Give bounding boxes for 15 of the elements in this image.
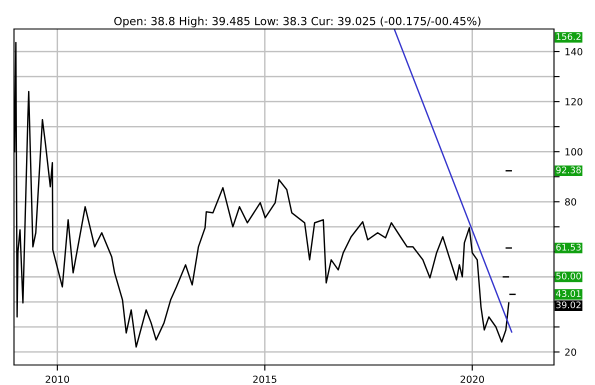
- text: 50.00: [556, 272, 581, 280]
- chart-subtitle: Open: 38.8 High: 39.485 Low: 38.3 Cur: 39.025 (-00.175/-00.45%): [114, 16, 480, 28]
- y-tick-label: 140: [565, 48, 582, 56]
- x-tick-label: 2020: [460, 376, 484, 383]
- text: 39.02: [556, 301, 581, 308]
- y-tick-label: 20: [565, 348, 576, 356]
- y-tick-label: 80: [565, 198, 576, 206]
- text: 61.53: [556, 244, 581, 251]
- y-tick-label: 100: [565, 148, 582, 156]
- text: 43.01: [556, 290, 581, 297]
- text: 156.2: [556, 33, 581, 40]
- x-tick-label: 2010: [46, 376, 70, 383]
- y-tick-label: 120: [565, 98, 582, 106]
- x-tick-label: 2015: [253, 376, 276, 383]
- text: 92.38: [556, 166, 581, 174]
